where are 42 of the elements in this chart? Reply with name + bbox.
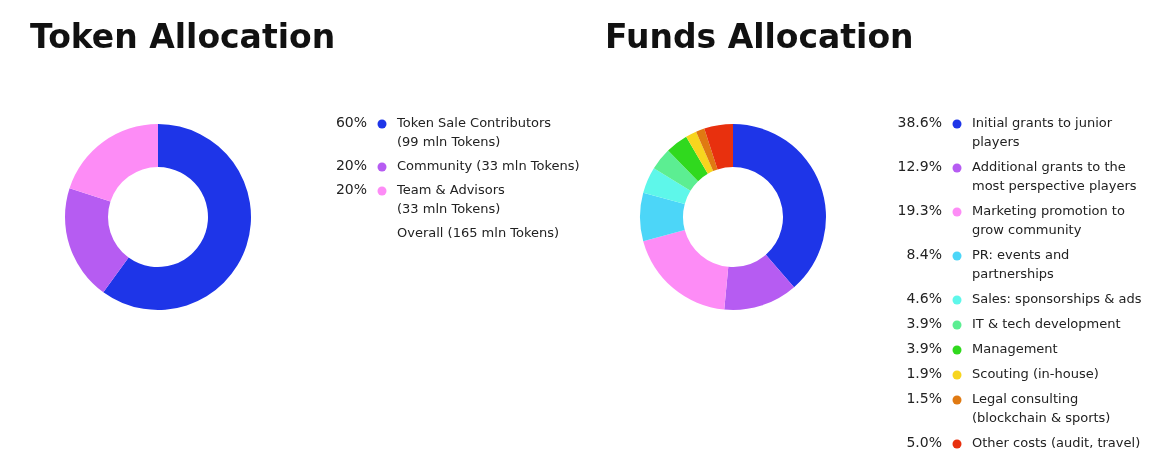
- chart-title: Funds Allocation: [605, 17, 914, 56]
- data-label: 3.9%: [906, 340, 942, 356]
- legend-label: Community (33 mln Tokens): [397, 157, 580, 173]
- legend-label: Additional grants to the most perspective players: [972, 158, 1137, 193]
- donut-slice: [643, 168, 691, 204]
- data-label: 3.9%: [906, 315, 942, 331]
- data-label: 20%: [335, 181, 367, 197]
- donut-slice: [643, 230, 729, 310]
- text: Overall (165 mln Tokens): [397, 224, 560, 240]
- data-label: 38.6%: [897, 114, 942, 130]
- legend-label: Team & Advisors (33 mln Tokens): [396, 181, 506, 216]
- donut-slice: [724, 254, 795, 310]
- donut-slice: [65, 188, 129, 293]
- data-label: 20%: [335, 157, 367, 173]
- donut-slice: [653, 150, 699, 191]
- donut-slice: [704, 124, 733, 170]
- data-label: 1.5%: [906, 390, 942, 406]
- data-label: 12.9%: [897, 158, 942, 174]
- chart-title: Token Allocation: [30, 17, 336, 56]
- donut-slice: [69, 124, 158, 202]
- legend-label: Other costs (audit, travel): [972, 434, 1141, 450]
- legend-label: Initial grants to junior players: [972, 114, 1113, 149]
- legend-label: Legal consulting (blockchain & sports): [972, 390, 1111, 425]
- data-label: 60%: [335, 114, 367, 130]
- data-label: 5.0%: [906, 434, 942, 450]
- legend-label: Scouting (in-house): [972, 365, 1099, 381]
- donut-slice: [668, 136, 708, 182]
- legend-label: Sales: sponsorships & ads: [972, 290, 1142, 306]
- data-label: 19.3%: [897, 202, 942, 218]
- legend-label: Marketing promotion to grow community: [972, 202, 1125, 237]
- donut-slice: [103, 124, 251, 310]
- data-label: 8.4%: [906, 246, 942, 262]
- legend-label: Token Sale Contributors (99 mln Tokens): [396, 114, 552, 149]
- donut-slice: [696, 128, 718, 172]
- data-label: 4.6%: [906, 290, 942, 306]
- data-label: 1.9%: [906, 365, 942, 381]
- donut-slice: [640, 192, 685, 242]
- legend-label: IT & tech development: [972, 315, 1121, 331]
- donut-slice: [686, 131, 714, 174]
- donut-slice: [733, 124, 826, 288]
- legend-label: PR: events and partnerships: [972, 246, 1070, 281]
- legend-label: Management: [972, 340, 1058, 356]
